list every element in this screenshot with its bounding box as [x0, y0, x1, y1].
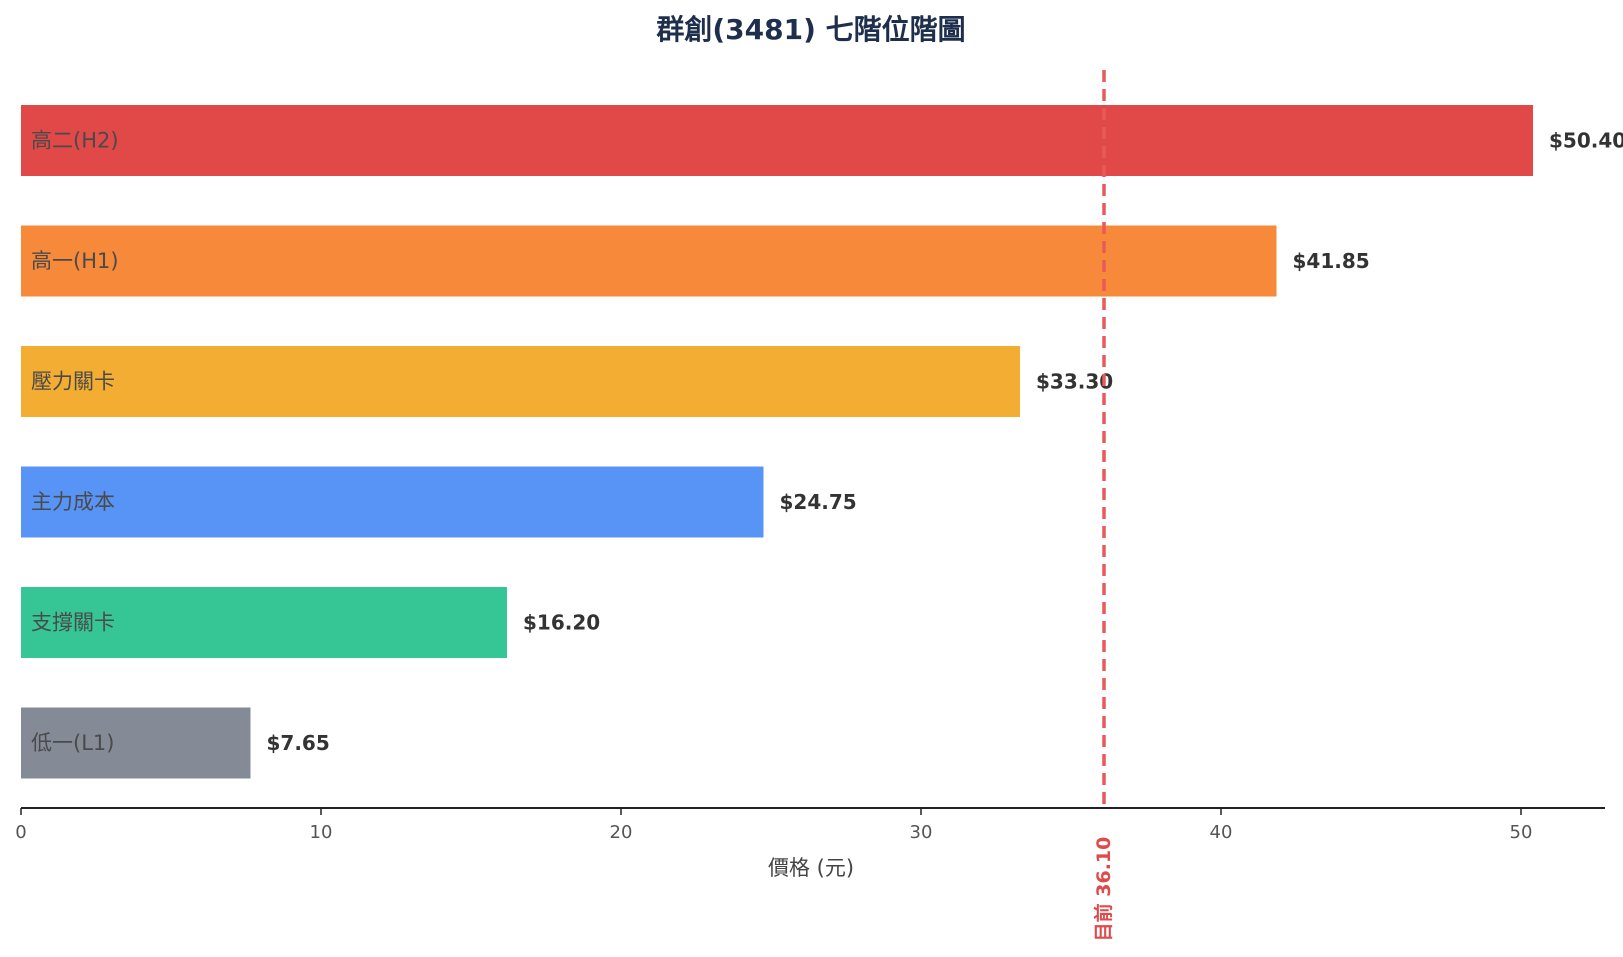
bar-category-label-0: 高二(H2): [31, 129, 119, 153]
current-price-label: 目前 36.10: [1092, 837, 1115, 942]
bar-5: [21, 707, 251, 779]
bars-group: 高二(H2) $50.40 高一(H1) $41.85 壓力關卡 $33.30 主力成本 $2…: [21, 105, 1623, 779]
bar-value-label-2: $33.30: [1036, 370, 1113, 394]
reference-line-group: 目前 36.10: [1092, 70, 1115, 941]
bar-3: [21, 466, 764, 538]
bar-category-label-4: 支撐關卡: [31, 611, 115, 635]
bar-category-label-3: 主力成本: [31, 490, 115, 514]
bar-value-label-0: $50.40: [1549, 129, 1623, 153]
x-axis-title: 價格 (元): [768, 856, 854, 880]
bar-1: [21, 225, 1277, 297]
bar-category-label-5: 低一(L1): [31, 731, 114, 755]
bar-value-label-1: $41.85: [1293, 249, 1370, 273]
bar-2: [21, 346, 1020, 417]
x-tick-label-2: 20: [610, 822, 633, 843]
bar-value-label-5: $7.65: [267, 731, 330, 755]
x-tick-label-5: 50: [1510, 822, 1533, 843]
x-tick-label-4: 40: [1210, 822, 1233, 843]
x-axis: 0 10 20 30 40 50: [15, 807, 1605, 843]
chart-title: 群創(3481) 七階位階圖: [656, 13, 965, 46]
bar-value-label-3: $24.75: [780, 490, 857, 514]
bar-4: [21, 587, 507, 658]
bar-value-label-4: $16.20: [523, 611, 600, 635]
x-tick-label-1: 10: [310, 822, 333, 843]
bar-category-label-1: 高一(H1): [31, 249, 119, 273]
x-tick-label-0: 0: [15, 822, 26, 843]
bar-0: [21, 105, 1533, 176]
bar-category-label-2: 壓力關卡: [31, 370, 115, 394]
x-tick-label-3: 30: [910, 822, 933, 843]
